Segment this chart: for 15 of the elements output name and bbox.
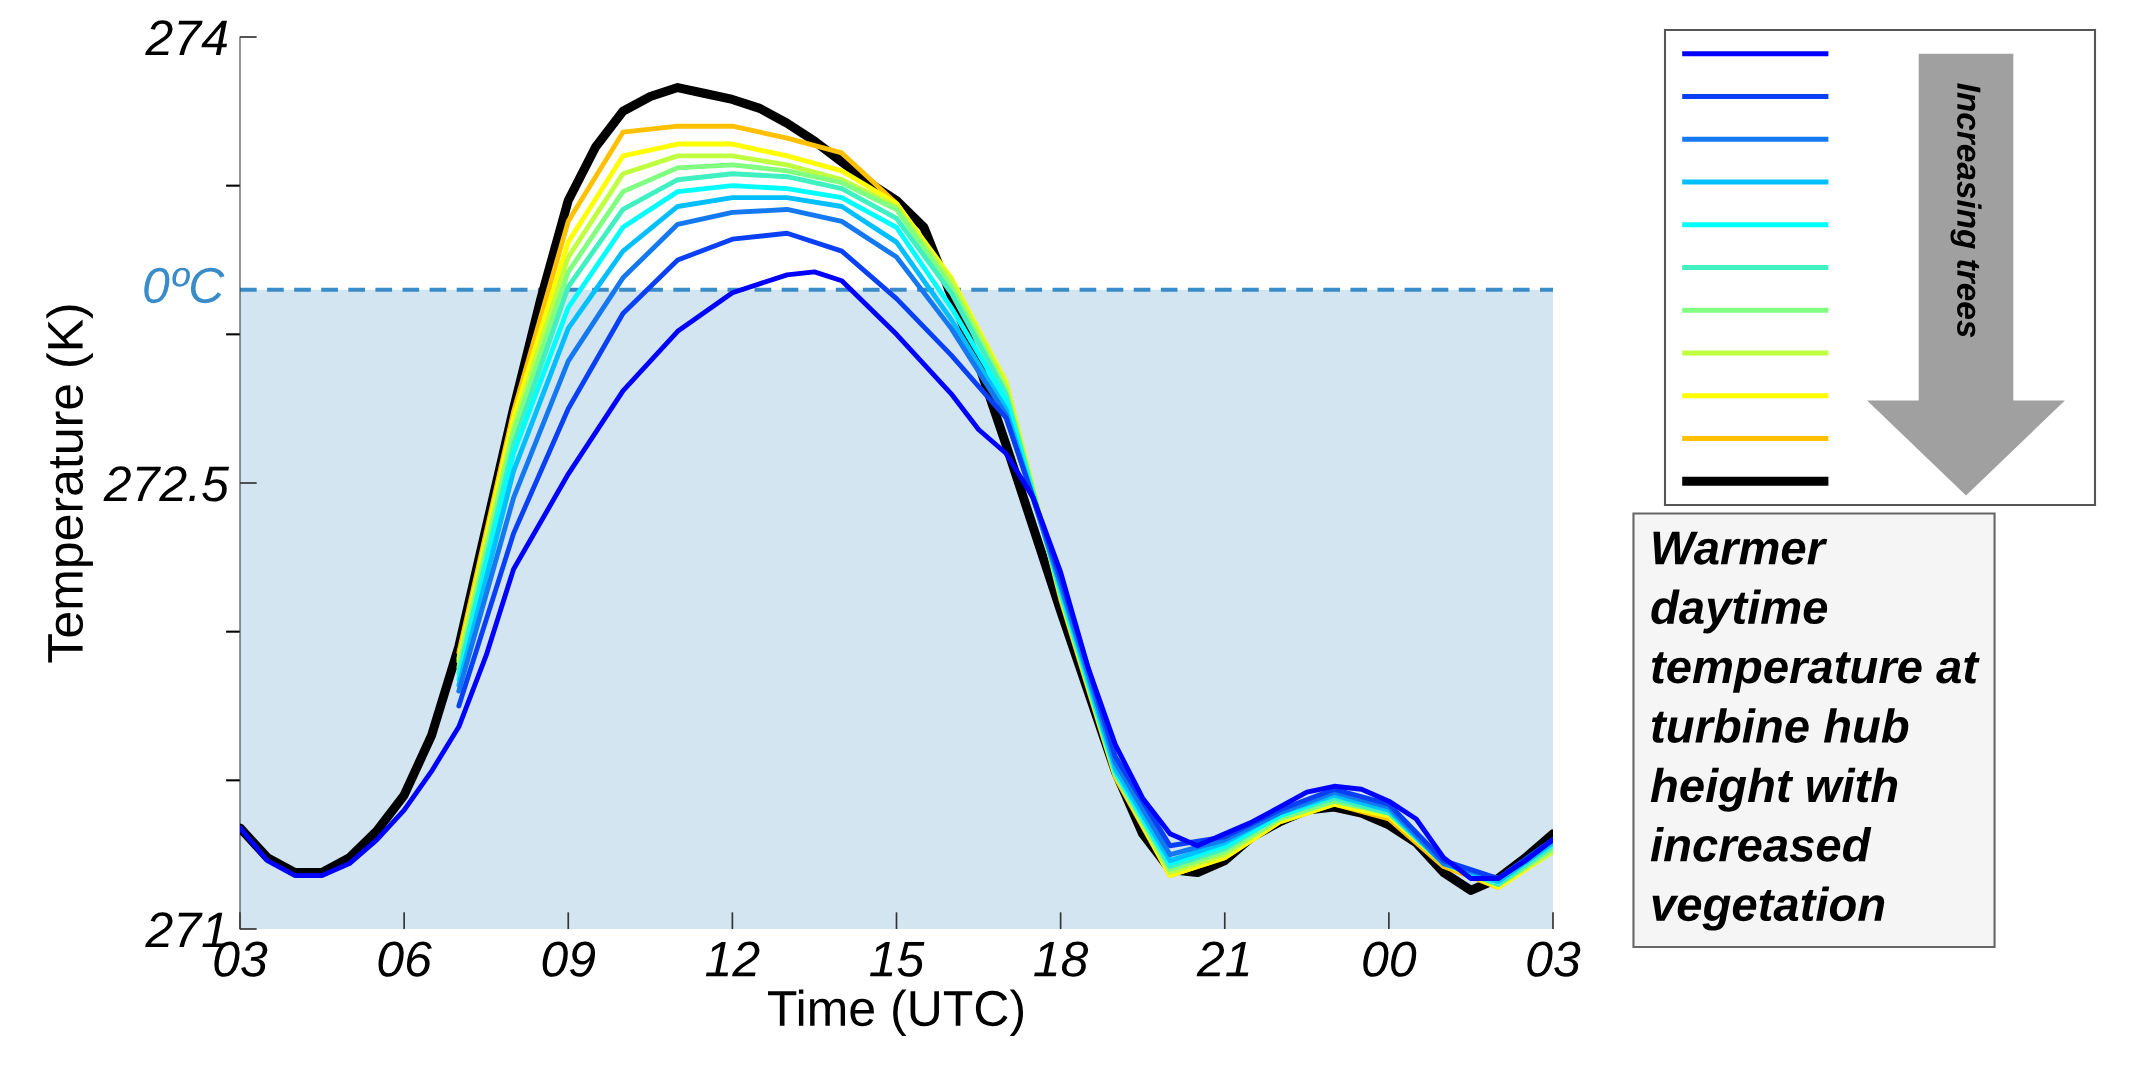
text: Warmer daytime temperature at turbine hub height with increased vegetation bbox=[1650, 531, 1980, 931]
y-tick-label: 274 bbox=[145, 20, 228, 56]
text: Increasing trees bbox=[1950, 83, 1982, 338]
x-tick-label: 18 bbox=[1034, 941, 1089, 977]
x-tick-label: 03 bbox=[1527, 941, 1581, 977]
x-tick-label: 12 bbox=[705, 941, 760, 977]
y-axis-title: Temperature (K) bbox=[46, 305, 93, 663]
y-tick-label: 272.5 bbox=[103, 466, 230, 502]
x-tick-label: 00 bbox=[1363, 941, 1417, 977]
x-tick-label: 15 bbox=[869, 941, 925, 977]
x-tick-label: 21 bbox=[1196, 941, 1249, 977]
x-axis-title: Time (UTC) bbox=[768, 989, 1023, 1037]
x-tick-label: 06 bbox=[378, 941, 432, 977]
ref-line-label: 0ºC bbox=[144, 267, 225, 304]
x-tick-label: 09 bbox=[542, 941, 596, 977]
